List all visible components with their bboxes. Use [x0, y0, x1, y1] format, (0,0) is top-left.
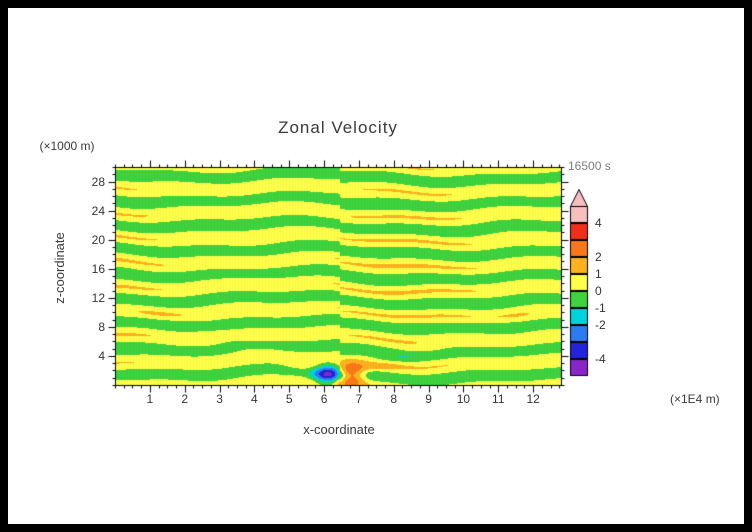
- x-tick-label: 5: [285, 392, 293, 406]
- y-tick-label: 8: [98, 319, 105, 334]
- y-axis-units-label: (×1000 m): [39, 139, 95, 153]
- x-tick-label: 6: [320, 392, 328, 406]
- y-tick-label: 28: [91, 174, 105, 189]
- y-tick-label: 16: [91, 261, 105, 276]
- contour-plot-canvas: [8, 8, 744, 524]
- y-tick-label: 20: [91, 232, 105, 247]
- x-tick-label: 7: [355, 392, 363, 406]
- colorbar-tick-label: 0: [595, 284, 602, 298]
- x-tick-label: 12: [526, 392, 540, 406]
- x-tick-label: 8: [390, 392, 398, 406]
- colorbar-tick-label: 4: [595, 216, 602, 230]
- x-tick-label: 9: [425, 392, 432, 406]
- y-tick-label: 12: [91, 290, 105, 305]
- colorbar-tick-label: -2: [595, 318, 606, 332]
- x-tick-label: 3: [216, 392, 223, 406]
- x-axis-title: x-coordinate: [303, 422, 375, 437]
- y-tick-label: 24: [91, 203, 105, 218]
- x-tick-label: 2: [181, 392, 189, 406]
- time-annotation: 16500 s: [568, 159, 611, 173]
- colorbar-tick-label: -4: [595, 352, 606, 366]
- x-tick-label: 11: [492, 392, 505, 406]
- x-tick-label: 10: [456, 392, 471, 406]
- y-axis-title: z-coordinate: [52, 232, 67, 304]
- colorbar-tick-label: -1: [595, 301, 606, 315]
- x-tick-label: 4: [251, 392, 258, 406]
- chart-title: Zonal Velocity: [278, 118, 398, 137]
- x-axis-units-label: (×1E4 m): [670, 392, 720, 406]
- colorbar-tick-label: 1: [595, 267, 602, 281]
- y-tick-label: 4: [98, 348, 105, 363]
- x-tick-label: 1: [146, 392, 154, 406]
- colorbar-tick-label: 2: [595, 250, 602, 264]
